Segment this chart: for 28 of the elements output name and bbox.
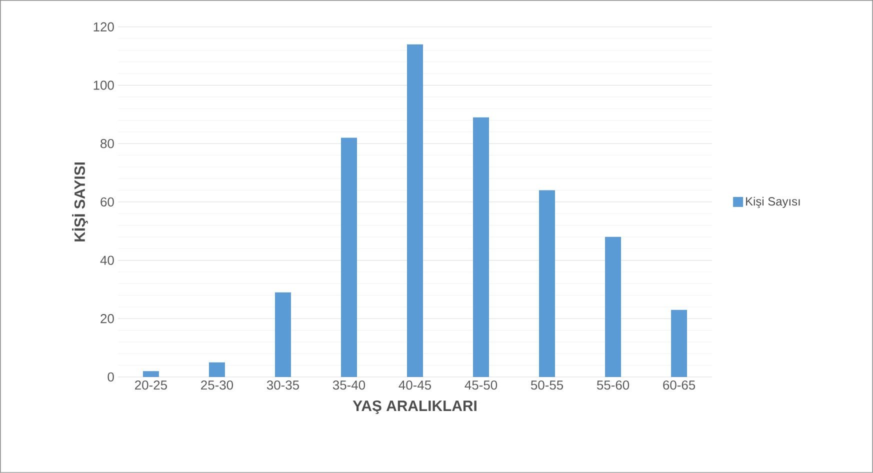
bar bbox=[473, 117, 490, 378]
x-tick-label: 40-45 bbox=[398, 380, 432, 390]
y-tick-label: 120 bbox=[94, 22, 114, 32]
y-tick-label: 40 bbox=[100, 256, 114, 265]
bar bbox=[539, 190, 556, 378]
x-tick-label: 60-65 bbox=[663, 380, 696, 390]
x-axis-title: YAŞ ARALIKLARI bbox=[352, 400, 476, 414]
y-tick-label: 60 bbox=[100, 197, 114, 207]
x-tick-label: 45-50 bbox=[464, 380, 498, 390]
y-tick-label: 80 bbox=[100, 139, 114, 148]
x-tick-label: 55-60 bbox=[596, 380, 630, 390]
bar bbox=[142, 371, 159, 378]
y-axis-title: KİŞİ SAYISI bbox=[72, 162, 88, 242]
bar bbox=[274, 292, 291, 378]
x-tick-label: 35-40 bbox=[332, 380, 366, 390]
x-tick-label: 20-25 bbox=[135, 380, 167, 390]
y-tick-label: 100 bbox=[94, 80, 114, 90]
y-tick-label: 20 bbox=[100, 314, 114, 324]
bar bbox=[406, 44, 423, 378]
legend-label: Kişi Sayısı bbox=[746, 196, 800, 208]
x-tick-label: 25-30 bbox=[201, 380, 234, 390]
x-tick-label: 50-55 bbox=[530, 380, 564, 390]
bar bbox=[208, 362, 225, 378]
bar bbox=[340, 138, 357, 378]
x-tick-label: 30-35 bbox=[266, 380, 299, 390]
bar bbox=[671, 310, 688, 378]
bar bbox=[605, 236, 622, 378]
y-tick-label: 0 bbox=[108, 372, 114, 382]
